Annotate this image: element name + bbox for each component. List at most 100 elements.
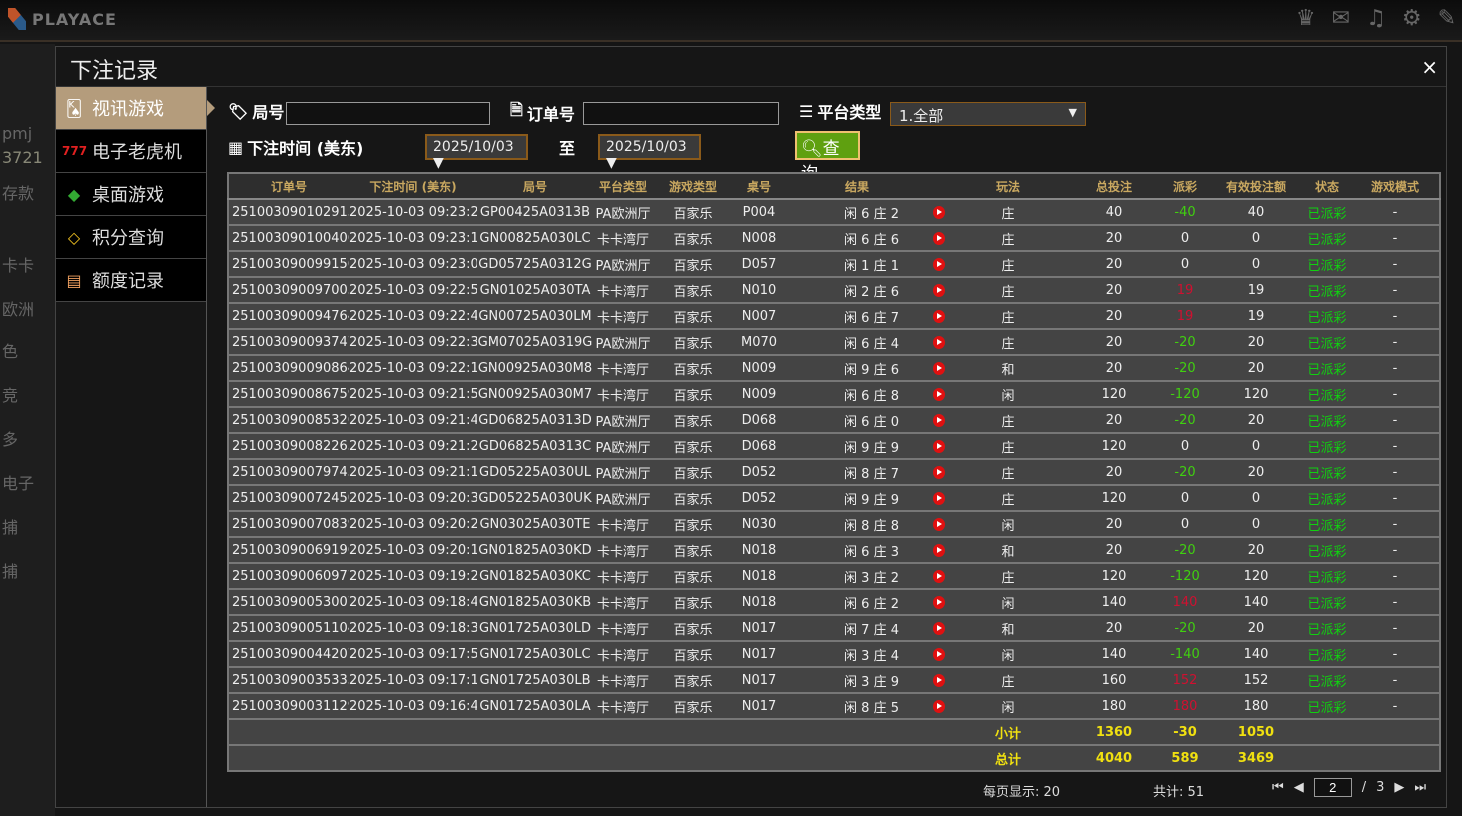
total-bet: 140 (1067, 589, 1161, 616)
replay-cell[interactable] (929, 433, 949, 460)
blank (228, 719, 949, 746)
play-replay-icon[interactable] (933, 595, 945, 609)
result: 闲 1 庄 1 (785, 251, 929, 278)
gear-icon[interactable]: ⚙ (1401, 6, 1422, 31)
platform-select[interactable]: 1.全部 ▼ (890, 102, 1086, 126)
music-icon[interactable]: ♫ (1366, 6, 1386, 31)
replay-cell[interactable] (929, 355, 949, 382)
play-replay-icon[interactable] (933, 335, 945, 349)
blank (1303, 745, 1440, 772)
replay-cell[interactable] (929, 407, 949, 434)
round-id: GD05225A030UL (477, 459, 593, 486)
order-input[interactable] (583, 102, 779, 125)
total-bet: 20 (1067, 615, 1161, 642)
platform: 卡卡湾厅 (593, 303, 653, 330)
date-from-picker[interactable]: 2025/10/03 ▼ (425, 134, 528, 171)
table-row: 251003090031129 2025-10-03 09:16:46 GN0172… (228, 693, 1440, 720)
time-label: ▦ 下注时间 (美东) (228, 135, 363, 159)
bet-type: 庄 (949, 407, 1067, 434)
game-type: 百家乐 (653, 615, 733, 642)
subtotal-payout: -30 (1161, 719, 1209, 746)
replay-cell[interactable] (929, 537, 949, 564)
play-replay-icon[interactable] (933, 465, 945, 479)
page-input[interactable] (1313, 778, 1352, 797)
table-row: 251003090099156 2025-10-03 09:23:04 GD0572… (228, 251, 1440, 278)
replay-cell[interactable] (929, 225, 949, 252)
status: 已派彩 (1303, 615, 1351, 642)
replay-cell[interactable] (929, 615, 949, 642)
replay-cell[interactable] (929, 277, 949, 304)
play-replay-icon[interactable] (933, 231, 945, 245)
table-row: 251003090060977 2025-10-03 09:19:27 GN0182… (228, 563, 1440, 590)
play-replay-icon[interactable] (933, 361, 945, 375)
play-replay-icon[interactable] (933, 439, 945, 453)
chat-icon[interactable]: ✉ (1331, 6, 1351, 31)
valid-bet: 20 (1209, 407, 1303, 434)
nav-item-table-games[interactable]: ◆ 桌面游戏 (56, 173, 207, 216)
first-page-icon[interactable]: ⏮ (1272, 780, 1284, 795)
play-replay-icon[interactable] (933, 543, 945, 557)
table-id: N018 (733, 563, 785, 590)
replay-cell[interactable] (929, 693, 949, 720)
round-id: GN01825A030KC (477, 563, 593, 590)
valid-bet: 20 (1209, 329, 1303, 356)
play-replay-icon[interactable] (933, 621, 945, 635)
replay-cell[interactable] (929, 641, 949, 668)
play-replay-icon[interactable] (933, 309, 945, 323)
table-row: 251003090086759 2025-10-03 09:21:53 GN0092… (228, 381, 1440, 408)
total-bet: 160 (1067, 667, 1161, 694)
column-header (929, 173, 949, 200)
replay-cell[interactable] (929, 589, 949, 616)
play-replay-icon[interactable] (933, 205, 945, 219)
play-replay-icon[interactable] (933, 699, 945, 713)
query-button[interactable]: 🔍︎查询 (795, 131, 860, 184)
game-type: 百家乐 (653, 563, 733, 590)
game-mode: - (1351, 563, 1440, 590)
play-replay-icon[interactable] (933, 283, 945, 297)
nav-item-live-games[interactable]: 🂮 视讯游戏 (56, 87, 215, 130)
play-replay-icon[interactable] (933, 413, 945, 427)
platform: 卡卡湾厅 (593, 225, 653, 252)
replay-cell[interactable] (929, 563, 949, 590)
round-input[interactable] (286, 102, 490, 125)
calendar-icon: ▦ (228, 137, 244, 157)
replay-cell[interactable] (929, 329, 949, 356)
prev-page-icon[interactable]: ◀ (1293, 780, 1304, 795)
valid-bet: 0 (1209, 225, 1303, 252)
replay-cell[interactable] (929, 303, 949, 330)
nav-item-credit-records[interactable]: ▤ 额度记录 (56, 259, 207, 302)
replay-cell[interactable] (929, 251, 949, 278)
valid-bet: 140 (1209, 641, 1303, 668)
close-button[interactable]: × (1421, 55, 1438, 79)
payout: 0 (1161, 251, 1209, 278)
nav-item-points[interactable]: ◇ 积分查询 (56, 216, 207, 259)
replay-cell[interactable] (929, 511, 949, 538)
replay-cell[interactable] (929, 485, 949, 512)
round-id: GN03025A030TE (477, 511, 593, 538)
game-type: 百家乐 (653, 511, 733, 538)
replay-cell[interactable] (929, 667, 949, 694)
last-page-icon[interactable]: ⏭ (1414, 780, 1427, 795)
message-icon[interactable]: ✎ (1437, 6, 1456, 31)
play-replay-icon[interactable] (933, 491, 945, 505)
nav-item-slots[interactable]: 777 电子老虎机 (56, 130, 207, 173)
table-row: 251003090053007 2025-10-03 09:18:43 GN0182… (228, 589, 1440, 616)
vip-crown-icon[interactable]: ♛ (1295, 6, 1316, 31)
play-replay-icon[interactable] (933, 569, 945, 583)
table-id: N030 (733, 511, 785, 538)
play-replay-icon[interactable] (933, 673, 945, 687)
play-replay-icon[interactable] (933, 517, 945, 531)
play-replay-icon[interactable] (933, 647, 945, 661)
result: 闲 3 庄 2 (785, 563, 929, 590)
play-replay-icon[interactable] (933, 257, 945, 271)
replay-cell[interactable] (929, 381, 949, 408)
blank (228, 745, 949, 772)
order-label-text: 订单号 (526, 104, 575, 124)
replay-cell[interactable] (929, 199, 949, 226)
replay-cell[interactable] (929, 459, 949, 486)
nav-divider (206, 87, 207, 807)
play-replay-icon[interactable] (933, 387, 945, 401)
nav-label: 积分查询 (92, 228, 164, 249)
date-to-picker[interactable]: 2025/10/03 ▼ (598, 134, 701, 171)
next-page-icon[interactable]: ▶ (1394, 780, 1405, 795)
